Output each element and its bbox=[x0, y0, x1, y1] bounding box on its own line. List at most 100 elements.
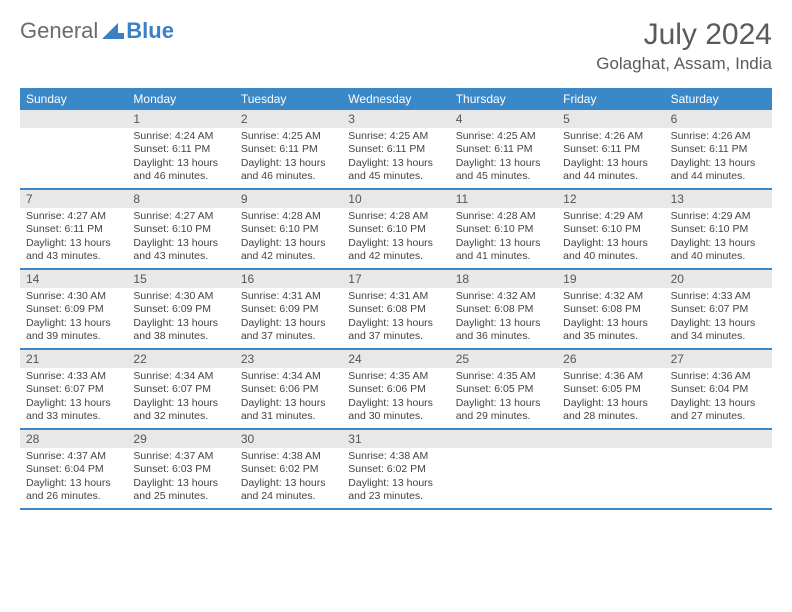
day-line: Sunset: 6:04 PM bbox=[671, 383, 766, 396]
day-cell: 16Sunrise: 4:31 AMSunset: 6:09 PMDayligh… bbox=[235, 270, 342, 348]
day-body bbox=[665, 448, 772, 454]
day-line: Sunset: 6:07 PM bbox=[26, 383, 121, 396]
day-line: Sunset: 6:06 PM bbox=[348, 383, 443, 396]
weekday-label: Tuesday bbox=[235, 88, 342, 110]
day-body: Sunrise: 4:31 AMSunset: 6:08 PMDaylight:… bbox=[342, 288, 449, 348]
day-line: Sunset: 6:10 PM bbox=[671, 223, 766, 236]
day-number: 25 bbox=[450, 350, 557, 368]
day-line: Sunset: 6:11 PM bbox=[26, 223, 121, 236]
day-line: Sunset: 6:10 PM bbox=[241, 223, 336, 236]
day-line: and 44 minutes. bbox=[563, 170, 658, 183]
day-line: Daylight: 13 hours bbox=[133, 477, 228, 490]
day-line: and 39 minutes. bbox=[26, 330, 121, 343]
day-line: Sunrise: 4:27 AM bbox=[133, 210, 228, 223]
day-cell: 14Sunrise: 4:30 AMSunset: 6:09 PMDayligh… bbox=[20, 270, 127, 348]
day-number: 30 bbox=[235, 430, 342, 448]
day-line: Sunrise: 4:32 AM bbox=[563, 290, 658, 303]
day-line: Sunset: 6:03 PM bbox=[133, 463, 228, 476]
day-body: Sunrise: 4:24 AMSunset: 6:11 PMDaylight:… bbox=[127, 128, 234, 188]
day-line: Sunrise: 4:28 AM bbox=[348, 210, 443, 223]
day-line: and 37 minutes. bbox=[241, 330, 336, 343]
day-number: 1 bbox=[127, 110, 234, 128]
day-number bbox=[665, 430, 772, 448]
day-line: and 36 minutes. bbox=[456, 330, 551, 343]
day-line: Sunrise: 4:34 AM bbox=[133, 370, 228, 383]
day-body: Sunrise: 4:35 AMSunset: 6:06 PMDaylight:… bbox=[342, 368, 449, 428]
day-body: Sunrise: 4:25 AMSunset: 6:11 PMDaylight:… bbox=[450, 128, 557, 188]
day-body: Sunrise: 4:26 AMSunset: 6:11 PMDaylight:… bbox=[665, 128, 772, 188]
day-number: 27 bbox=[665, 350, 772, 368]
day-line: Sunset: 6:11 PM bbox=[348, 143, 443, 156]
page-header: General Blue July 2024 Golaghat, Assam, … bbox=[20, 18, 772, 74]
day-line: Sunset: 6:08 PM bbox=[456, 303, 551, 316]
day-cell: 18Sunrise: 4:32 AMSunset: 6:08 PMDayligh… bbox=[450, 270, 557, 348]
day-line: Sunrise: 4:30 AM bbox=[26, 290, 121, 303]
day-number bbox=[557, 430, 664, 448]
day-line: and 43 minutes. bbox=[26, 250, 121, 263]
day-line: Sunrise: 4:35 AM bbox=[348, 370, 443, 383]
day-line: Sunrise: 4:29 AM bbox=[563, 210, 658, 223]
day-number: 14 bbox=[20, 270, 127, 288]
day-cell bbox=[665, 430, 772, 508]
week-row: 21Sunrise: 4:33 AMSunset: 6:07 PMDayligh… bbox=[20, 350, 772, 430]
day-line: Daylight: 13 hours bbox=[241, 317, 336, 330]
day-number: 11 bbox=[450, 190, 557, 208]
day-line: and 25 minutes. bbox=[133, 490, 228, 503]
day-line: and 41 minutes. bbox=[456, 250, 551, 263]
day-line: Sunrise: 4:31 AM bbox=[241, 290, 336, 303]
day-line: and 38 minutes. bbox=[133, 330, 228, 343]
day-line: Sunrise: 4:25 AM bbox=[241, 130, 336, 143]
day-line: Sunset: 6:10 PM bbox=[133, 223, 228, 236]
day-cell: 21Sunrise: 4:33 AMSunset: 6:07 PMDayligh… bbox=[20, 350, 127, 428]
day-cell: 27Sunrise: 4:36 AMSunset: 6:04 PMDayligh… bbox=[665, 350, 772, 428]
day-body: Sunrise: 4:29 AMSunset: 6:10 PMDaylight:… bbox=[557, 208, 664, 268]
day-line: Daylight: 13 hours bbox=[241, 157, 336, 170]
day-cell: 28Sunrise: 4:37 AMSunset: 6:04 PMDayligh… bbox=[20, 430, 127, 508]
day-line: Sunrise: 4:28 AM bbox=[241, 210, 336, 223]
day-body: Sunrise: 4:32 AMSunset: 6:08 PMDaylight:… bbox=[450, 288, 557, 348]
day-line: Sunrise: 4:25 AM bbox=[348, 130, 443, 143]
day-body: Sunrise: 4:37 AMSunset: 6:03 PMDaylight:… bbox=[127, 448, 234, 508]
day-line: Sunset: 6:02 PM bbox=[348, 463, 443, 476]
day-line: Sunrise: 4:33 AM bbox=[671, 290, 766, 303]
day-number: 9 bbox=[235, 190, 342, 208]
day-body: Sunrise: 4:36 AMSunset: 6:05 PMDaylight:… bbox=[557, 368, 664, 428]
day-line: Daylight: 13 hours bbox=[26, 477, 121, 490]
day-line: Sunset: 6:09 PM bbox=[26, 303, 121, 316]
day-line: and 37 minutes. bbox=[348, 330, 443, 343]
weekday-label: Wednesday bbox=[342, 88, 449, 110]
day-line: and 43 minutes. bbox=[133, 250, 228, 263]
day-body: Sunrise: 4:26 AMSunset: 6:11 PMDaylight:… bbox=[557, 128, 664, 188]
day-line: Sunset: 6:11 PM bbox=[671, 143, 766, 156]
day-body: Sunrise: 4:28 AMSunset: 6:10 PMDaylight:… bbox=[342, 208, 449, 268]
day-line: and 30 minutes. bbox=[348, 410, 443, 423]
day-number: 16 bbox=[235, 270, 342, 288]
day-number: 24 bbox=[342, 350, 449, 368]
day-number: 2 bbox=[235, 110, 342, 128]
day-cell: 10Sunrise: 4:28 AMSunset: 6:10 PMDayligh… bbox=[342, 190, 449, 268]
week-row: 14Sunrise: 4:30 AMSunset: 6:09 PMDayligh… bbox=[20, 270, 772, 350]
day-body: Sunrise: 4:27 AMSunset: 6:10 PMDaylight:… bbox=[127, 208, 234, 268]
day-body: Sunrise: 4:29 AMSunset: 6:10 PMDaylight:… bbox=[665, 208, 772, 268]
day-line: Sunrise: 4:32 AM bbox=[456, 290, 551, 303]
day-body: Sunrise: 4:28 AMSunset: 6:10 PMDaylight:… bbox=[235, 208, 342, 268]
day-line: Sunrise: 4:33 AM bbox=[26, 370, 121, 383]
day-line: Daylight: 13 hours bbox=[348, 317, 443, 330]
day-cell: 24Sunrise: 4:35 AMSunset: 6:06 PMDayligh… bbox=[342, 350, 449, 428]
day-body: Sunrise: 4:34 AMSunset: 6:06 PMDaylight:… bbox=[235, 368, 342, 428]
logo-text-1: General bbox=[20, 18, 98, 44]
weeks-container: 1Sunrise: 4:24 AMSunset: 6:11 PMDaylight… bbox=[20, 110, 772, 510]
day-line: and 24 minutes. bbox=[241, 490, 336, 503]
day-line: Daylight: 13 hours bbox=[563, 317, 658, 330]
day-line: Sunset: 6:07 PM bbox=[133, 383, 228, 396]
day-cell: 29Sunrise: 4:37 AMSunset: 6:03 PMDayligh… bbox=[127, 430, 234, 508]
day-number: 6 bbox=[665, 110, 772, 128]
weekday-label: Saturday bbox=[665, 88, 772, 110]
day-line: and 23 minutes. bbox=[348, 490, 443, 503]
day-line: Daylight: 13 hours bbox=[671, 157, 766, 170]
day-body: Sunrise: 4:32 AMSunset: 6:08 PMDaylight:… bbox=[557, 288, 664, 348]
day-number: 22 bbox=[127, 350, 234, 368]
logo-triangle-icon bbox=[102, 23, 124, 39]
day-number: 23 bbox=[235, 350, 342, 368]
day-line: Sunset: 6:09 PM bbox=[133, 303, 228, 316]
